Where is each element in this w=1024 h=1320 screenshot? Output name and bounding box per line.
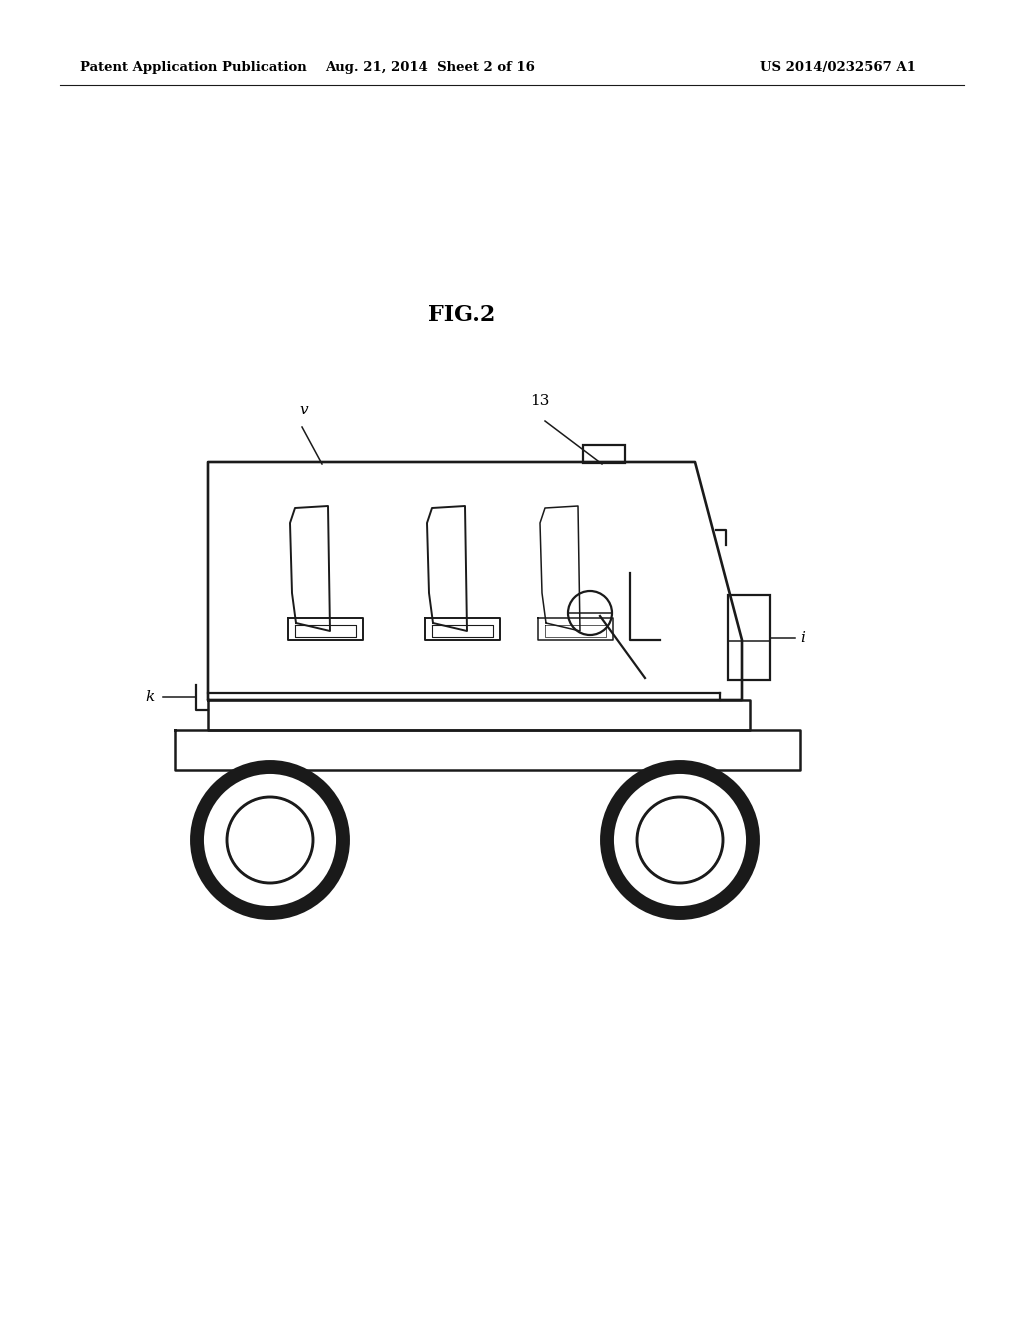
Text: v: v	[300, 403, 308, 417]
Text: Aug. 21, 2014  Sheet 2 of 16: Aug. 21, 2014 Sheet 2 of 16	[325, 62, 535, 74]
Text: i: i	[800, 631, 805, 645]
Circle shape	[639, 799, 721, 880]
Text: US 2014/0232567 A1: US 2014/0232567 A1	[760, 62, 915, 74]
Circle shape	[226, 796, 314, 884]
Circle shape	[636, 796, 724, 884]
Text: FIG.2: FIG.2	[428, 304, 496, 326]
Text: 13: 13	[530, 393, 550, 408]
Circle shape	[229, 799, 311, 880]
Bar	[728, 595, 770, 680]
Text: k: k	[145, 690, 155, 704]
Text: Patent Application Publication: Patent Application Publication	[80, 62, 307, 74]
Bar	[583, 445, 625, 463]
